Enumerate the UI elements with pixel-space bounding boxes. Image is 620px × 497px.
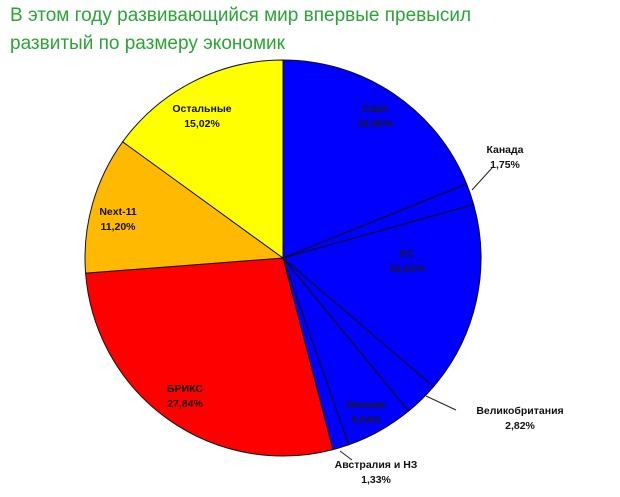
slice-value-9: 15,02% [184,118,220,130]
slice-label-6: Австралия и НЗ [335,459,418,471]
slice-label-4: Великобритания [476,405,563,417]
slice-labels: США 18,90% Канада 1,75% ЕС 15,61% Великобритан… [99,103,563,486]
leader-line-4 [425,395,457,411]
pie-slice-1 [282,59,468,259]
pie-slices [84,59,482,457]
slice-label-1: США [362,103,388,115]
slice-value-4: 2,82% [505,420,535,432]
chart-title-line-2: развитый по размеру экономик [10,33,285,54]
slice-value-2: 1,75% [490,159,520,171]
slice-value-1: 18,90% [357,118,393,130]
slice-label-2: Канада [486,144,523,156]
slice-value-5: 5,54% [351,414,381,426]
slice-label-8: Next-11 [99,206,137,218]
slice-label-7: БРИКС [167,383,203,395]
pie-slice-9 [121,59,284,259]
chart-title-line-1: В этом году развивающийся мир впервые пр… [10,5,472,26]
leader-line-2 [471,167,493,191]
slice-label-9: Остальные [172,103,231,115]
leader-line-6 [339,450,353,461]
slice-label-3: ЕС [400,248,415,260]
slice-value-3: 15,61% [389,263,425,275]
pie-slice-8 [84,141,285,274]
slice-value-8: 11,20% [100,221,136,233]
slice-label-5: Япония [346,399,385,411]
slice-value-6: 1,33% [361,474,391,486]
slice-value-7: 27,84% [167,398,203,410]
chart-title: В этом году развивающийся мир впервые пр… [10,2,570,58]
leader-lines [339,167,493,461]
pie-slice-3 [281,203,482,388]
pie-slice-7 [85,257,334,457]
